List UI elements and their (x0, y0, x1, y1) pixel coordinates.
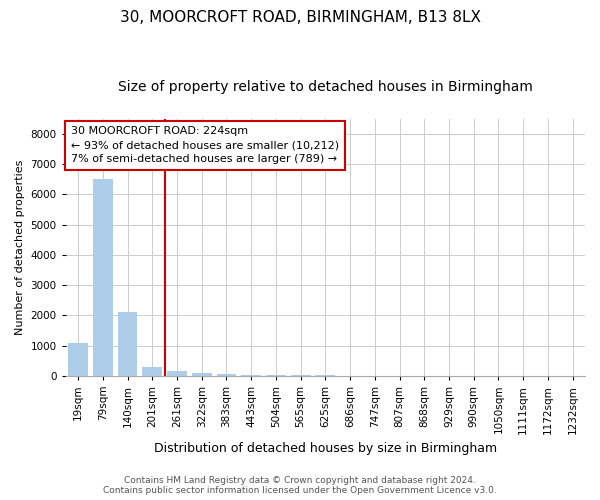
Y-axis label: Number of detached properties: Number of detached properties (15, 160, 25, 335)
Bar (118, 312, 137, 376)
Bar (93, 180, 113, 376)
Bar (142, 367, 162, 376)
Bar (241, 375, 261, 376)
Text: Contains HM Land Registry data © Crown copyright and database right 2024.
Contai: Contains HM Land Registry data © Crown c… (103, 476, 497, 495)
Bar (266, 375, 286, 376)
Bar (192, 374, 212, 376)
Bar (167, 371, 187, 376)
Text: 30 MOORCROFT ROAD: 224sqm
← 93% of detached houses are smaller (10,212)
7% of se: 30 MOORCROFT ROAD: 224sqm ← 93% of detac… (71, 126, 339, 164)
Bar (68, 342, 88, 376)
X-axis label: Distribution of detached houses by size in Birmingham: Distribution of detached houses by size … (154, 442, 497, 455)
Text: 30, MOORCROFT ROAD, BIRMINGHAM, B13 8LX: 30, MOORCROFT ROAD, BIRMINGHAM, B13 8LX (119, 10, 481, 25)
Title: Size of property relative to detached houses in Birmingham: Size of property relative to detached ho… (118, 80, 533, 94)
Bar (217, 374, 236, 376)
